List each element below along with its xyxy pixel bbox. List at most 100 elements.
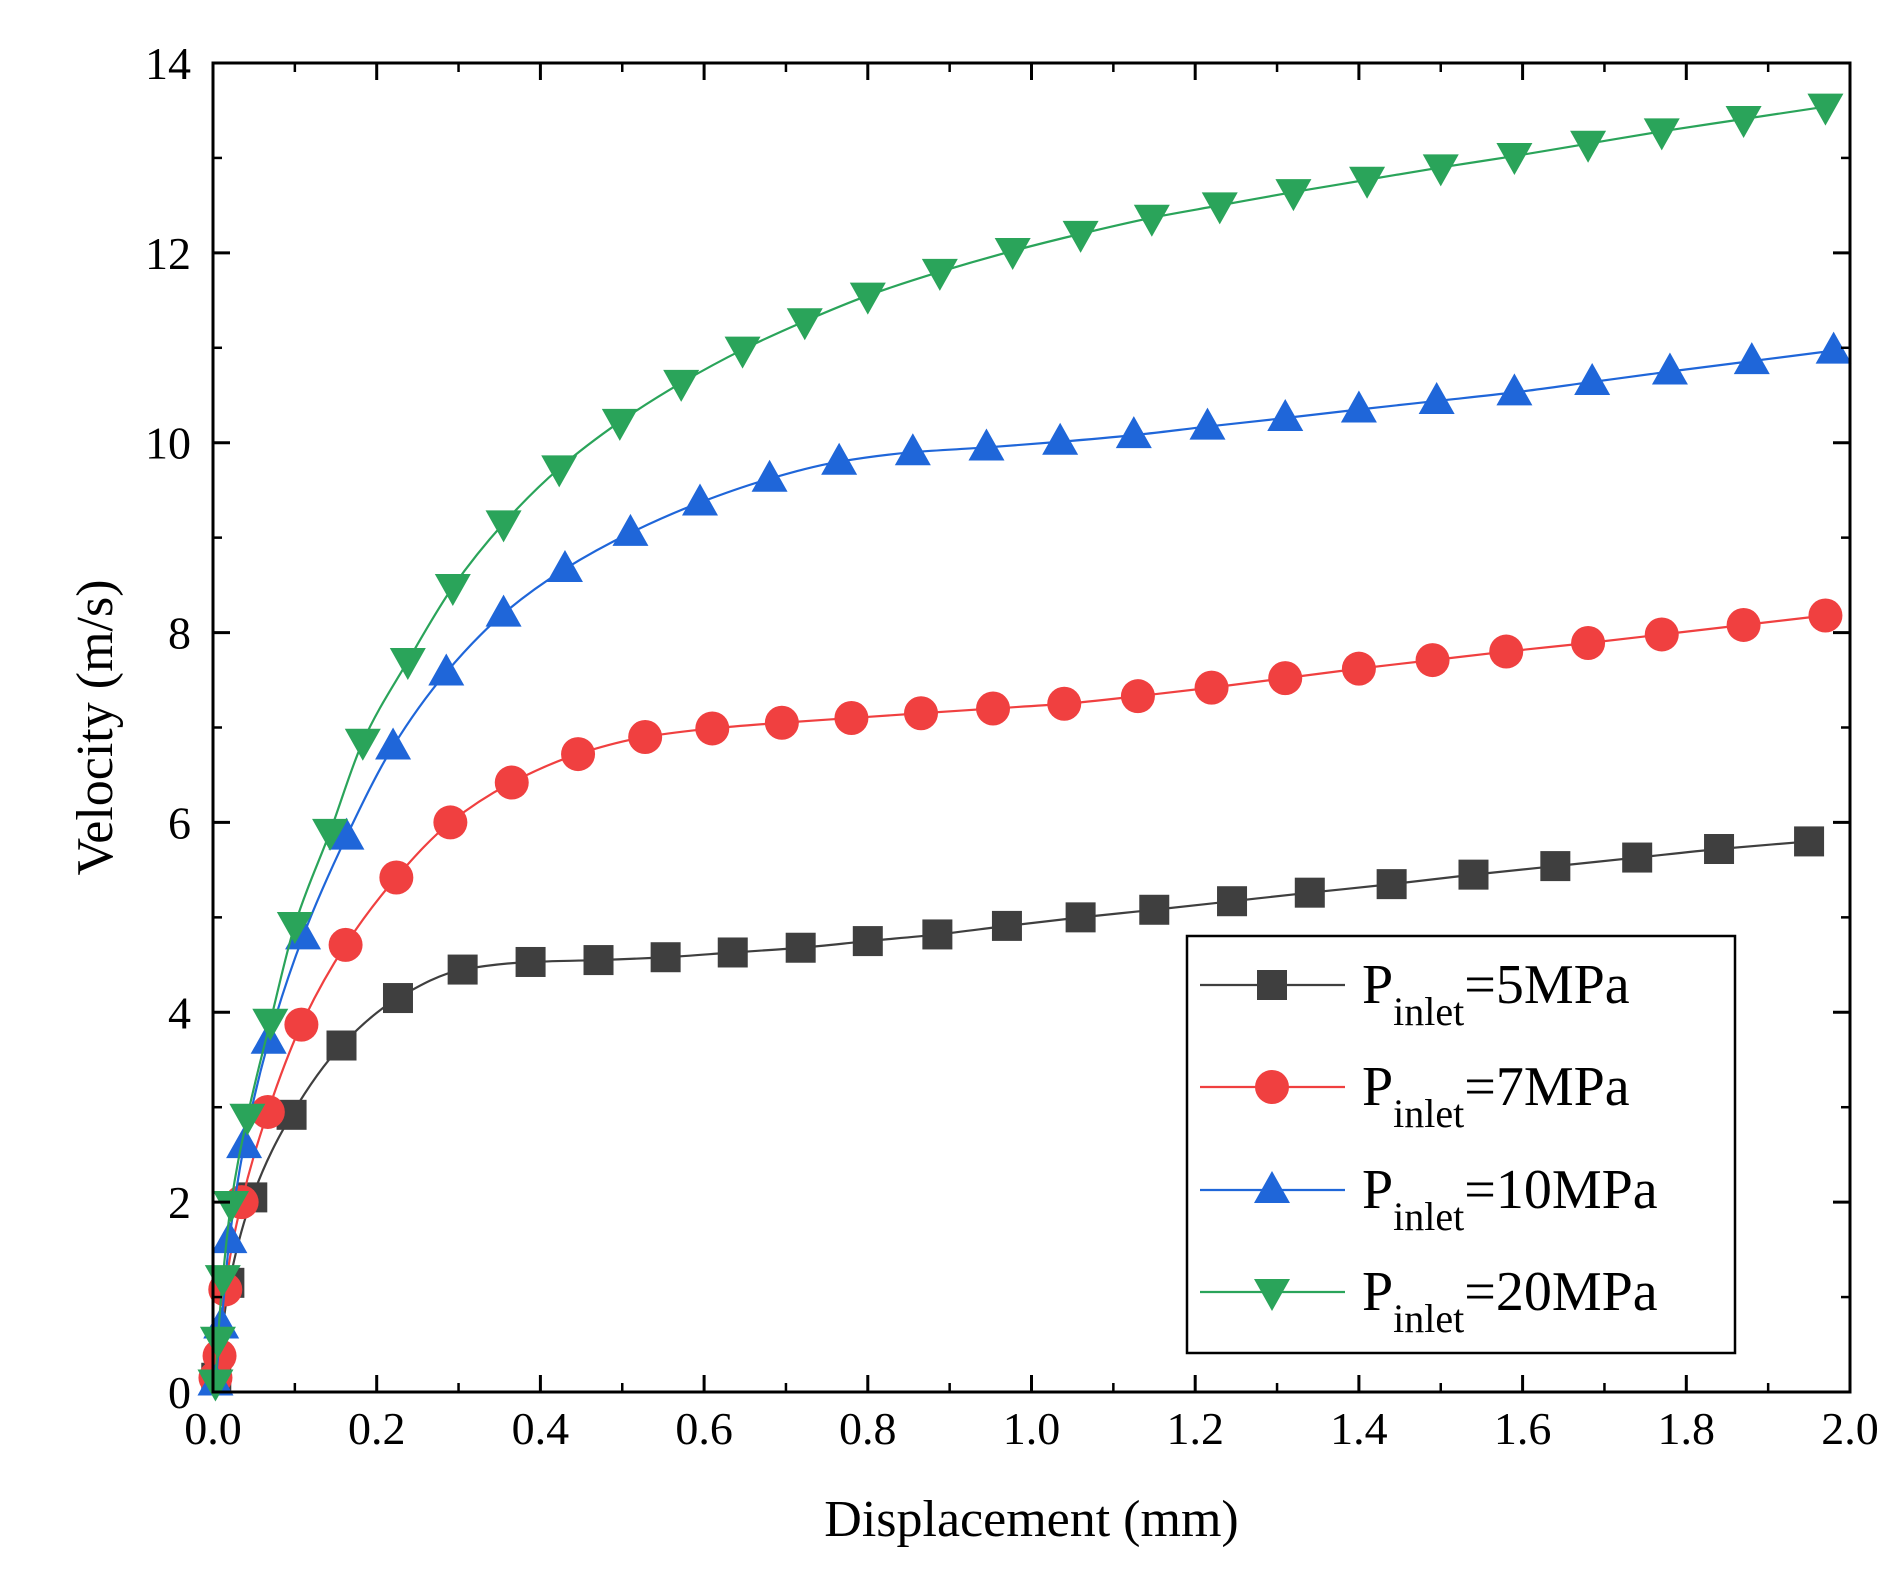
data-point [834, 701, 869, 736]
data-point [326, 1030, 357, 1061]
x-tick-label: 1.2 [1166, 1403, 1224, 1454]
data-point [1341, 651, 1376, 686]
x-tick-label: 1.0 [1003, 1403, 1061, 1454]
legend-label-rest: =7MPa [1464, 1056, 1630, 1118]
legend-item-0: Pinlet=5MPa [1200, 954, 1630, 1034]
y-tick-label: 0 [168, 1367, 191, 1418]
data-point [494, 765, 529, 800]
data-point [852, 926, 883, 957]
data-point [1496, 373, 1533, 406]
data-point [1815, 331, 1852, 364]
data-point [695, 711, 730, 746]
data-point [968, 428, 1005, 461]
data-point [1643, 118, 1680, 151]
x-tick-label: 0.6 [675, 1403, 733, 1454]
data-point [1267, 399, 1304, 432]
series-line-1 [214, 614, 1826, 1378]
y-axis-title: Velocity (m/s) [67, 579, 124, 875]
y-tick-label: 12 [145, 228, 191, 279]
data-point [663, 369, 700, 402]
data-point [1571, 626, 1606, 661]
data-point [447, 954, 478, 985]
y-tick-label: 2 [168, 1177, 191, 1228]
data-point [433, 805, 468, 840]
data-point [202, 1338, 237, 1373]
data-point [994, 237, 1031, 270]
data-point [1194, 670, 1229, 705]
y-tick-label: 10 [145, 418, 191, 469]
legend-marker [1257, 970, 1287, 1000]
data-point [312, 818, 349, 851]
data-point [1217, 886, 1248, 917]
data-point [226, 1126, 263, 1159]
data-point [1458, 859, 1489, 890]
data-point [849, 282, 886, 315]
data-point [211, 1221, 248, 1254]
series-1 [198, 598, 1843, 1395]
data-point [1268, 661, 1303, 696]
data-point [1115, 416, 1152, 449]
data-point [1808, 598, 1843, 633]
data-point [434, 574, 471, 607]
data-point [276, 911, 313, 944]
data-point [1733, 342, 1770, 375]
legend-label-rest: =5MPa [1464, 954, 1630, 1016]
legend-label-sub: inlet [1393, 1296, 1464, 1341]
data-point [1376, 869, 1407, 900]
legend-marker [1255, 1070, 1289, 1104]
data-point [485, 594, 522, 627]
data-point [1189, 407, 1226, 440]
legend-label-main: P [1362, 1261, 1393, 1323]
legend-item-3: Pinlet=20MPa [1200, 1261, 1658, 1341]
data-point [894, 433, 931, 466]
data-point [229, 1103, 266, 1136]
data-point [601, 408, 638, 441]
data-point [1644, 617, 1679, 652]
data-point [1201, 192, 1238, 225]
legend-item-2: Pinlet=10MPa [1200, 1159, 1658, 1239]
data-point [1340, 390, 1377, 423]
data-point [328, 817, 365, 850]
plot-area [197, 93, 1852, 1402]
y-tick-label: 4 [168, 987, 191, 1038]
data-point [284, 1007, 319, 1042]
data-point [682, 483, 719, 516]
legend-label-sub: inlet [1393, 989, 1464, 1034]
legend-label-rest: =20MPa [1464, 1261, 1658, 1323]
x-tick-label: 1.4 [1330, 1403, 1388, 1454]
data-point [485, 510, 522, 543]
data-point [786, 308, 823, 341]
data-point [379, 860, 414, 895]
data-point [976, 691, 1011, 726]
legend-label-main: P [1362, 954, 1393, 1016]
legend-item-1: Pinlet=7MPa [1200, 1056, 1630, 1136]
data-point [1651, 352, 1688, 385]
data-point [1570, 130, 1607, 163]
data-point [1418, 381, 1455, 414]
x-tick-label: 1.6 [1494, 1403, 1552, 1454]
data-point [1349, 166, 1386, 199]
data-point [213, 1191, 250, 1224]
data-point [991, 910, 1022, 941]
data-point [612, 513, 649, 546]
legend: Pinlet=5MPaPinlet=7MPaPinlet=10MPaPinlet… [1185, 934, 1737, 1355]
data-point [1047, 686, 1082, 721]
data-point [717, 937, 748, 968]
legend-label-sub: inlet [1393, 1091, 1464, 1136]
legend-label: Pinlet=20MPa [1362, 1261, 1658, 1341]
series-2 [197, 331, 1852, 1396]
x-tick-label: 0.0 [184, 1403, 242, 1454]
data-point [382, 983, 413, 1014]
data-point [650, 942, 681, 973]
y-tick-label: 6 [168, 797, 191, 848]
data-point [1622, 842, 1653, 873]
x-axis-title: Displacement (mm) [824, 1491, 1238, 1548]
data-point [1496, 143, 1533, 176]
data-point [1415, 643, 1450, 678]
y-tick-label: 14 [145, 38, 191, 89]
x-tick-label: 0.8 [839, 1403, 897, 1454]
data-point [583, 945, 614, 976]
data-point [250, 1094, 285, 1129]
